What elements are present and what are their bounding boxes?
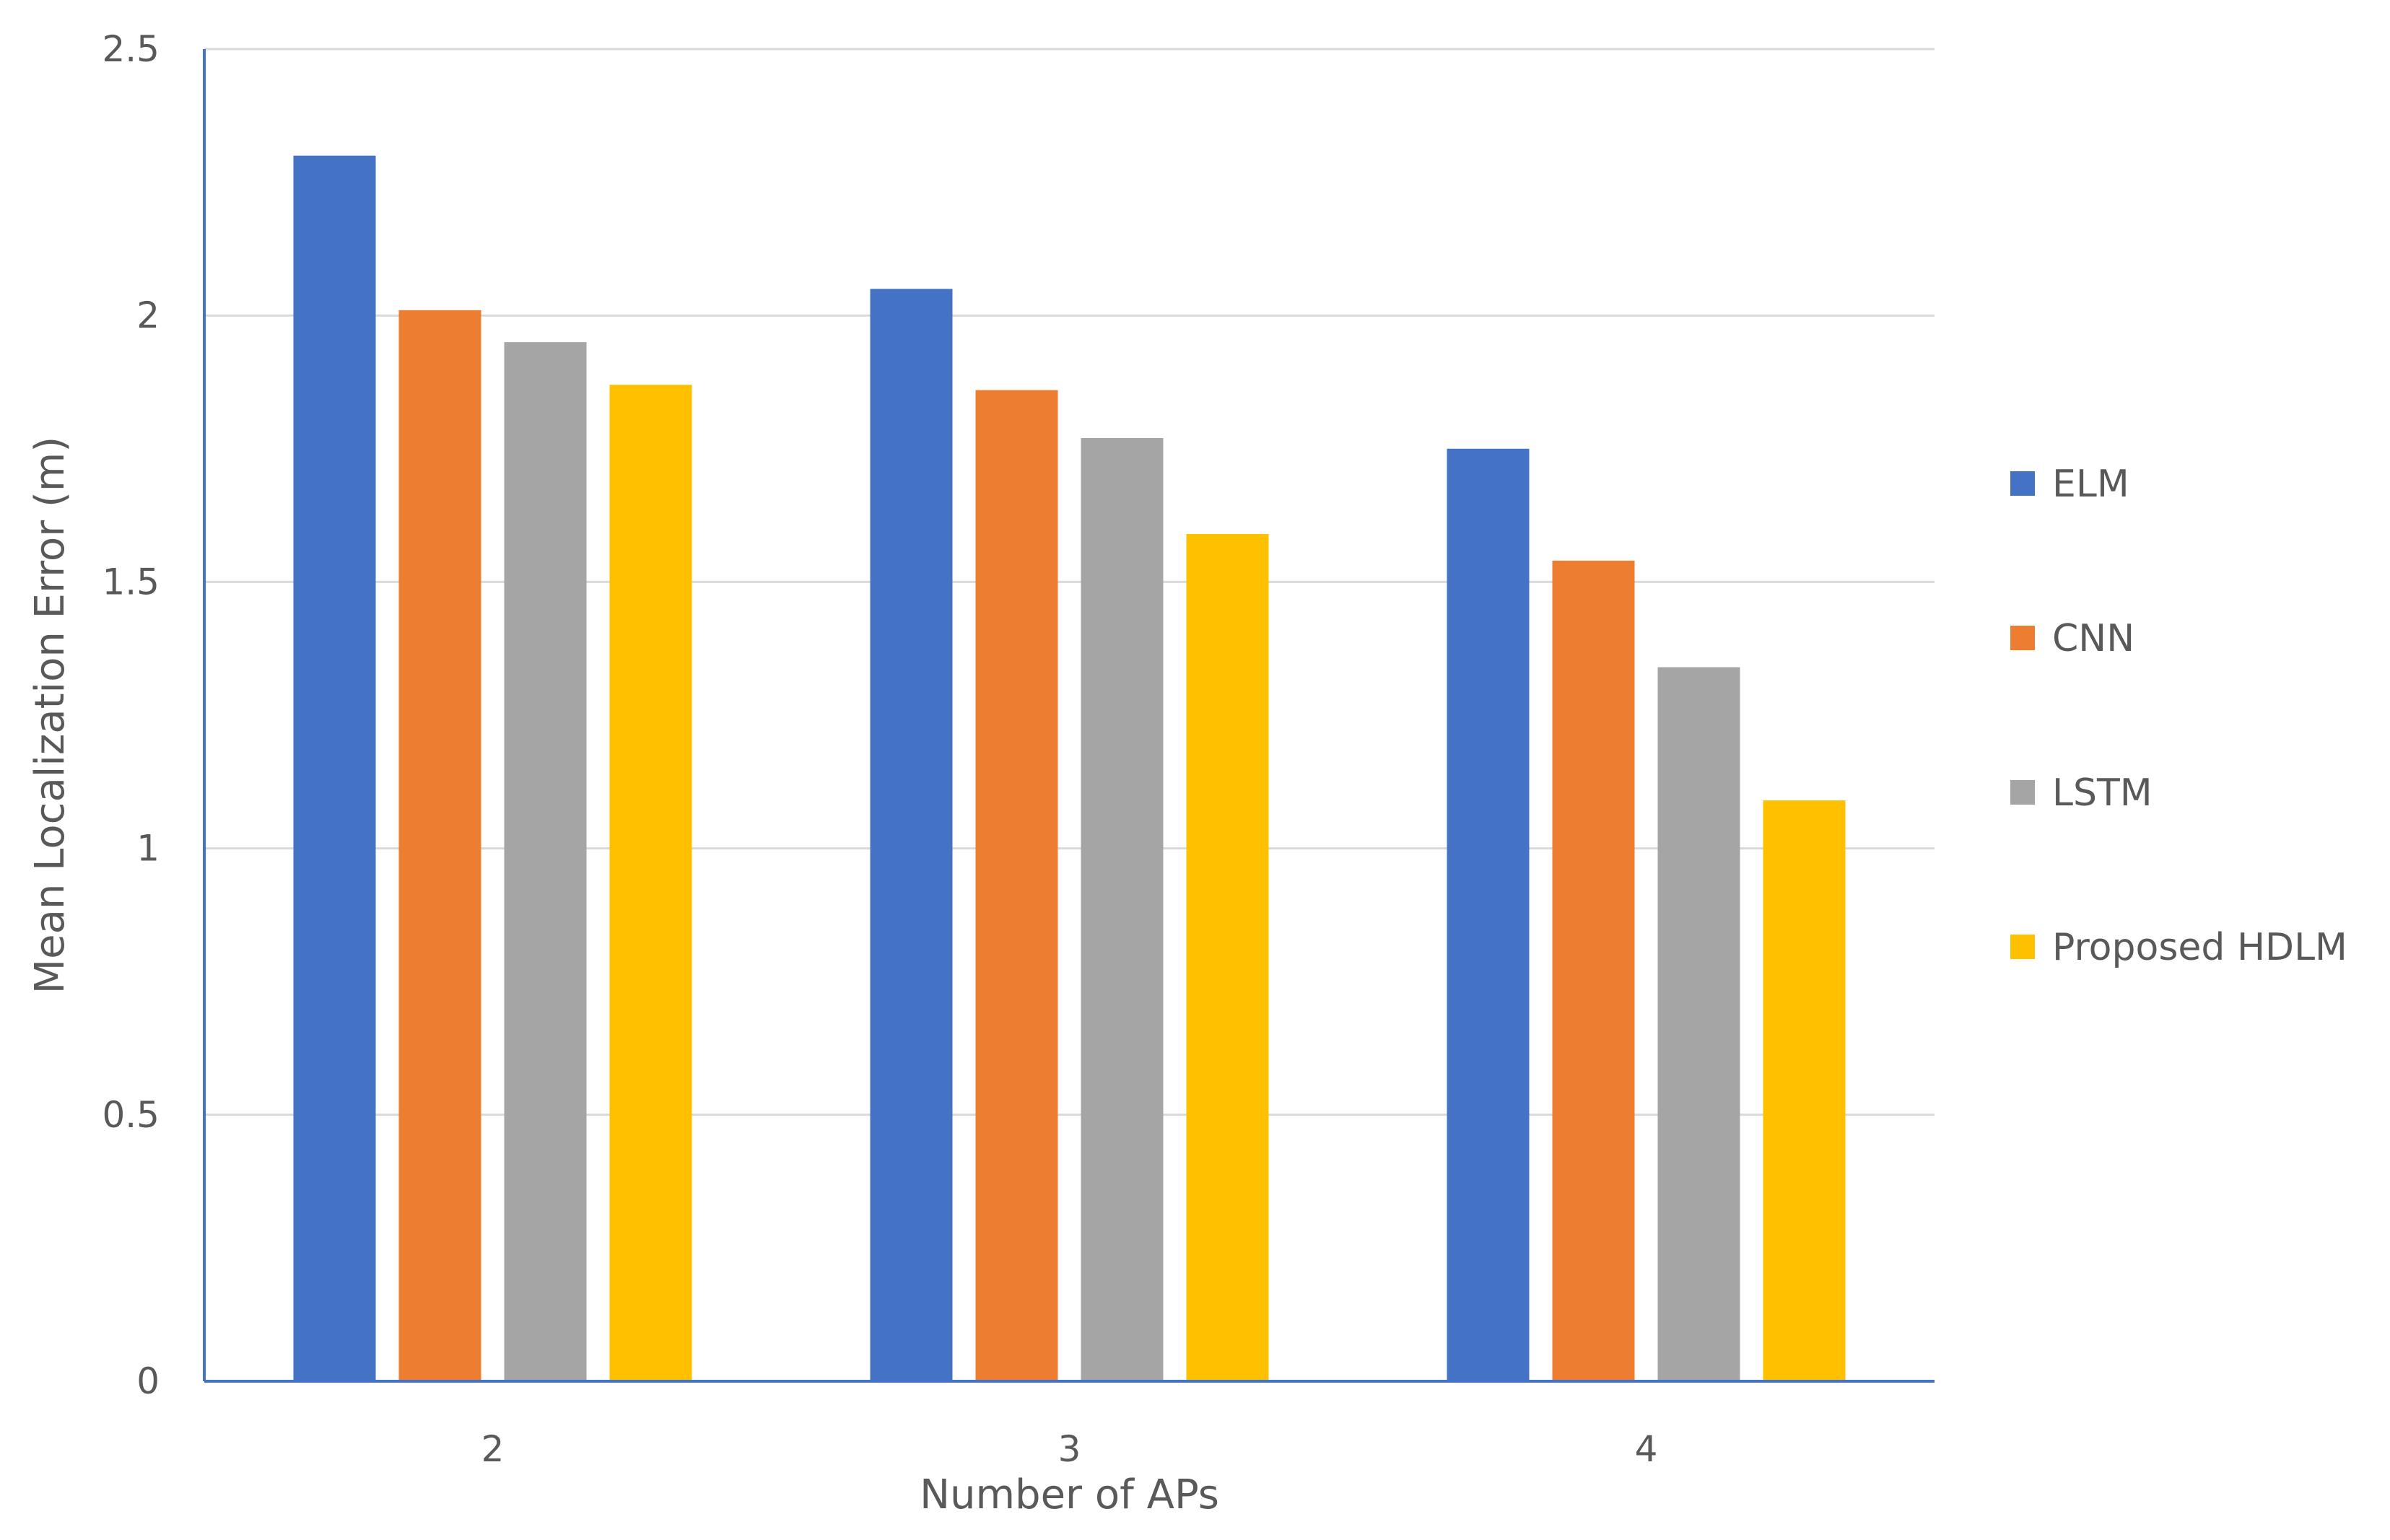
x-tick-labels: 2 3 4: [481, 1428, 1658, 1470]
bar-cnn-4: [1552, 560, 1635, 1381]
bars: [293, 155, 1846, 1382]
legend-swatch-lstm: [2010, 780, 2035, 805]
y-tick-label: 2: [136, 294, 160, 336]
legend-swatch-cnn: [2010, 626, 2035, 650]
bar-proposed-hdlm-4: [1763, 800, 1846, 1381]
x-tick-label: 2: [481, 1428, 505, 1470]
bar-elm-3: [870, 289, 953, 1381]
legend-swatch-proposed-hdlm: [2010, 935, 2035, 959]
bar-cnn-2: [398, 310, 481, 1381]
bar-elm-2: [293, 155, 376, 1382]
x-axis-title: Number of APs: [920, 1471, 1219, 1518]
y-tick-label: 2.5: [102, 28, 160, 70]
y-tick-label: 0.5: [102, 1094, 160, 1136]
y-tick-label: 1: [136, 828, 160, 870]
y-axis-title: Mean Localization Error (m): [27, 437, 74, 994]
x-tick-label: 3: [1058, 1428, 1081, 1470]
y-tick-labels: 0 0.5 1 1.5 2 2.5: [102, 28, 160, 1402]
x-tick-label: 4: [1635, 1428, 1658, 1470]
bar-proposed-hdlm-2: [609, 385, 692, 1381]
bar-lstm-2: [504, 342, 587, 1381]
y-tick-label: 1.5: [102, 561, 160, 603]
gridlines: [204, 48, 1935, 1116]
bar-proposed-hdlm-3: [1186, 533, 1269, 1381]
bar-cnn-3: [975, 390, 1058, 1382]
bar-lstm-3: [1081, 438, 1164, 1381]
axes: [203, 49, 1935, 1383]
legend-label: Proposed HDLM: [2052, 926, 2347, 969]
y-tick-label: 0: [136, 1360, 160, 1402]
legend-label: LSTM: [2052, 771, 2153, 815]
bar-elm-4: [1447, 448, 1530, 1381]
bar-lstm-4: [1657, 667, 1740, 1381]
legend-label: CNN: [2052, 617, 2134, 660]
legend-label: ELM: [2052, 463, 2129, 506]
legend: ELM CNN LSTM Proposed HDLM: [2010, 463, 2347, 969]
legend-swatch-elm: [2010, 471, 2035, 496]
